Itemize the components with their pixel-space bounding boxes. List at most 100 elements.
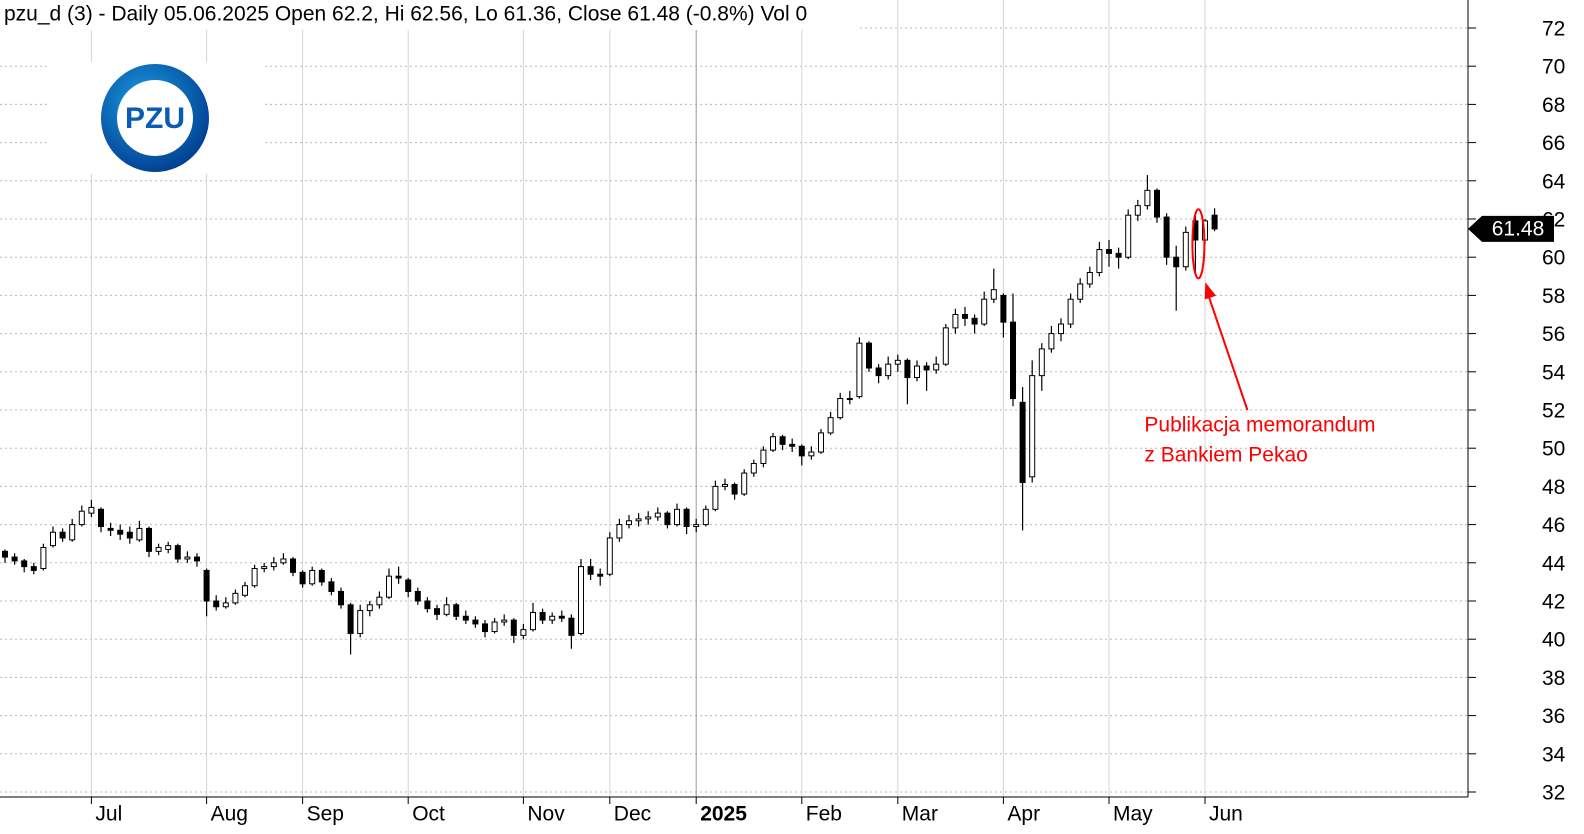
candle-body: [78, 510, 85, 526]
candle-body: [1067, 298, 1074, 325]
candles: [2, 175, 1218, 655]
y-tick-label: 40: [1542, 629, 1565, 652]
x-tick-label: 2025: [700, 803, 747, 826]
candle-body: [520, 629, 527, 636]
candle-body: [11, 556, 18, 562]
x-tick-label: Feb: [806, 803, 842, 826]
candle-body: [88, 506, 95, 514]
candle-body: [779, 436, 786, 445]
y-tick-label: 68: [1542, 94, 1565, 117]
candle-body: [885, 363, 892, 377]
candle-body: [414, 590, 421, 602]
logo-inner: [117, 80, 193, 156]
candle-body: [50, 531, 56, 547]
candle-body: [453, 604, 460, 617]
candle-body: [674, 508, 680, 526]
annotation-arrowhead: [1204, 282, 1217, 300]
candle-body: [866, 342, 872, 369]
candle-body: [952, 314, 959, 329]
candle-body: [443, 604, 450, 615]
candle-body: [645, 516, 652, 520]
annotation-arrow: [1206, 292, 1249, 411]
y-tick-label: 48: [1542, 476, 1565, 499]
x-tick-label: Jun: [1209, 803, 1243, 826]
candle-body: [155, 547, 162, 552]
candle-body: [837, 398, 844, 419]
y-tick-label: 34: [1542, 743, 1566, 766]
candle-body: [1086, 271, 1093, 285]
candle-body: [1048, 333, 1055, 350]
candle-body: [290, 558, 296, 573]
candle-body: [1173, 256, 1180, 268]
candle-body: [491, 621, 498, 633]
candle-body: [69, 524, 76, 541]
candle-body: [741, 472, 748, 495]
candle-body: [203, 569, 210, 602]
y-tick-label: 38: [1542, 667, 1565, 690]
price-tag: [1468, 215, 1554, 242]
candle-body: [846, 398, 853, 401]
candle-body: [693, 524, 700, 528]
candle-body: [117, 529, 124, 535]
candle-body: [386, 575, 392, 598]
candle-body: [357, 610, 364, 634]
y-tick-label: 58: [1542, 285, 1565, 308]
candle-body: [894, 359, 901, 365]
candle-body: [549, 615, 556, 621]
title-bg: [0, 0, 860, 30]
candle-body: [280, 558, 287, 564]
candle-body: [587, 566, 594, 575]
candle-body: [434, 608, 440, 615]
candle-body: [654, 512, 661, 518]
candle-body: [731, 483, 738, 495]
candle-body: [635, 518, 642, 522]
candle-body: [510, 619, 517, 636]
candle-body: [568, 617, 575, 636]
candle-body: [1115, 252, 1122, 258]
candle-body: [856, 342, 863, 398]
candle-body: [1134, 205, 1141, 216]
candle-body: [702, 508, 709, 526]
annotation-text: z Bankiem Pekao: [1144, 444, 1307, 467]
candle-body: [914, 365, 920, 379]
candle-body: [827, 417, 834, 434]
y-tick-label: 50: [1542, 438, 1565, 461]
candle-body: [750, 462, 757, 474]
candle-body: [789, 443, 796, 447]
candle-body: [222, 602, 229, 608]
y-tick-label: 62: [1542, 209, 1565, 232]
logo-text: PZU: [125, 102, 185, 135]
candle-body: [242, 585, 248, 596]
y-tick-label: 54: [1542, 361, 1566, 384]
candle-body: [1010, 321, 1016, 400]
y-tick-label: 60: [1542, 247, 1565, 270]
candle-body: [482, 623, 488, 633]
chart-title: pzu_d (3) - Daily 05.06.2025 Open 62.2, …: [4, 3, 807, 26]
candle-body: [1058, 323, 1064, 335]
x-tick-label: Oct: [412, 803, 445, 826]
candle-body: [981, 298, 988, 325]
candle-body: [616, 524, 623, 539]
x-tick-label: Jul: [95, 803, 122, 826]
candle-body: [539, 611, 546, 621]
candle-body: [904, 359, 911, 379]
candle-body: [165, 545, 172, 550]
candle-body: [818, 432, 824, 453]
x-tick-label: Sep: [307, 803, 344, 826]
candle-body: [664, 512, 671, 526]
y-tick-label: 72: [1542, 18, 1565, 41]
candle-body: [1125, 214, 1132, 258]
candle-body: [395, 575, 402, 579]
candle-body: [626, 520, 632, 526]
logo: PZU: [48, 62, 262, 174]
candle-body: [597, 573, 604, 577]
y-tick-label: 46: [1542, 514, 1565, 537]
y-tick-label: 52: [1542, 400, 1565, 423]
candle-body: [558, 615, 565, 619]
candle-body: [1077, 283, 1084, 300]
candle-body: [136, 527, 143, 541]
candle-body: [578, 566, 584, 634]
